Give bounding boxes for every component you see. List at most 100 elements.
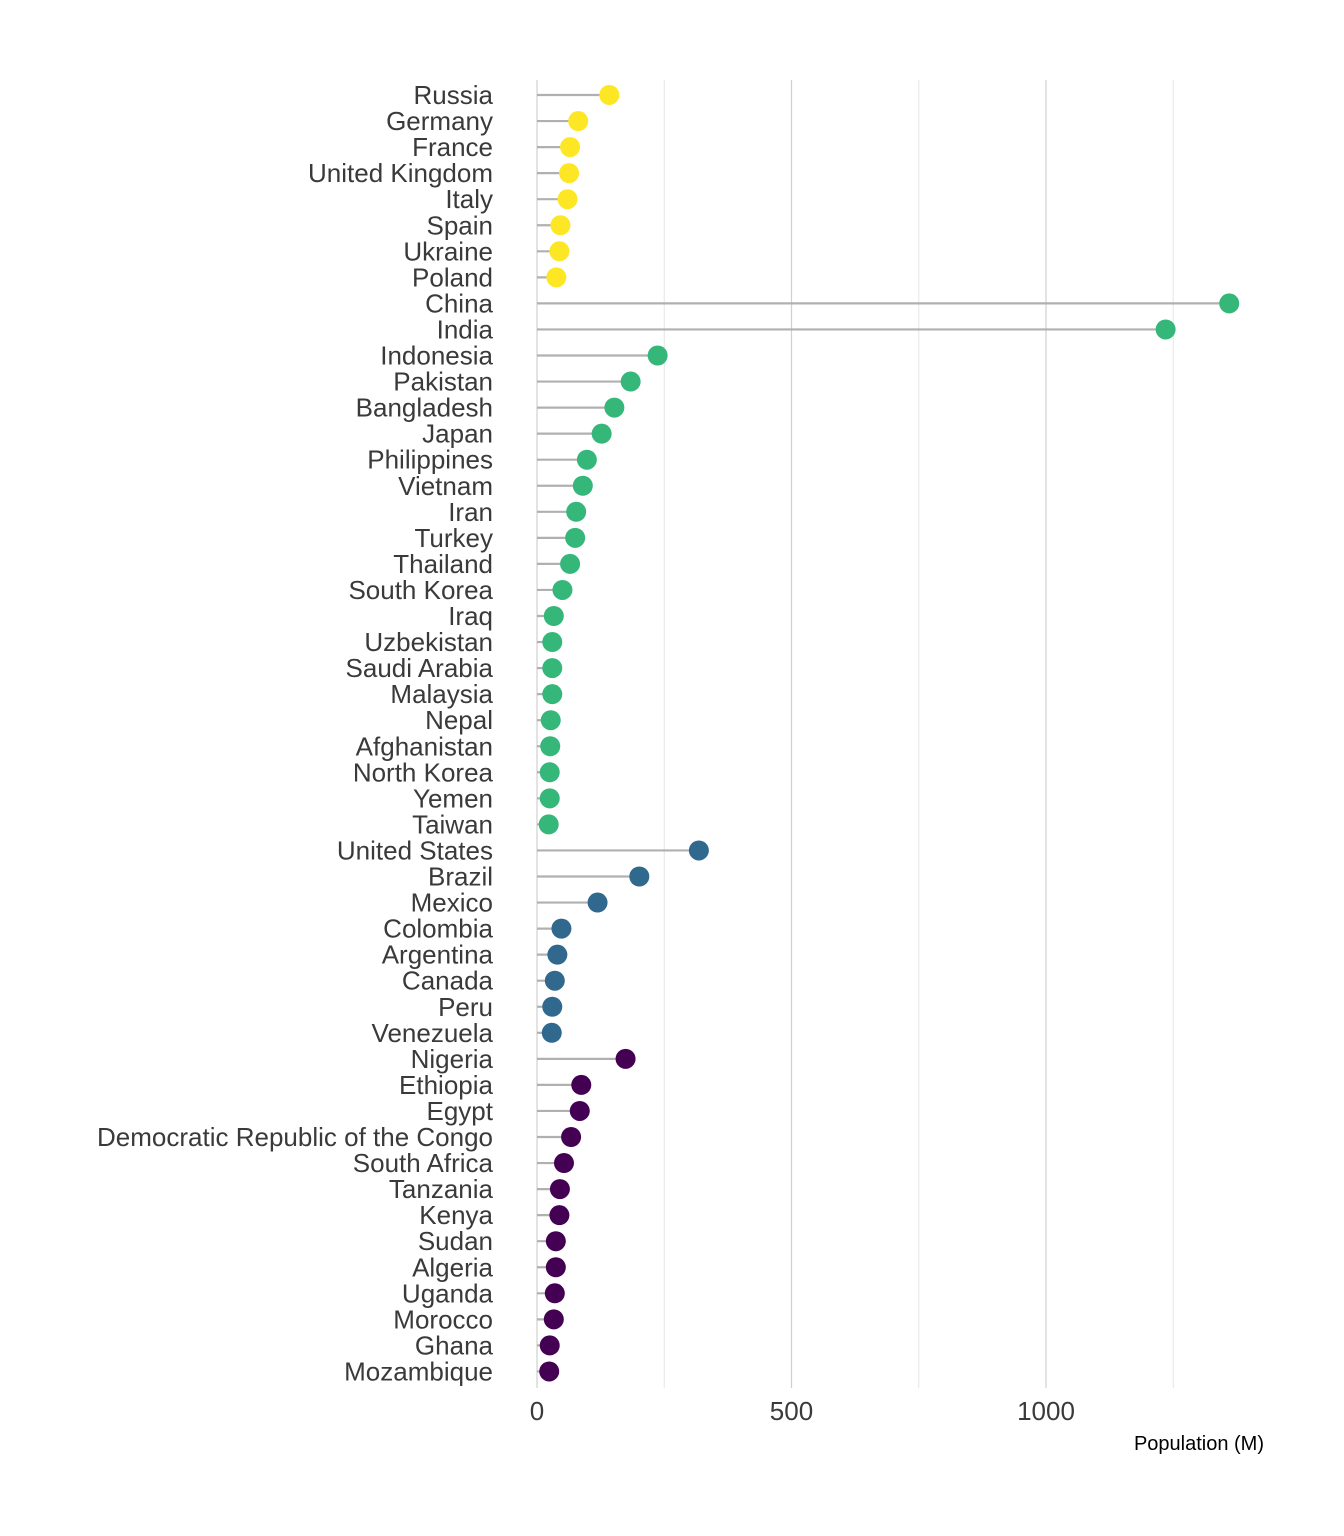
- data-point: [542, 632, 563, 653]
- category-label: United Kingdom: [308, 158, 493, 188]
- category-label: Peru: [438, 992, 493, 1022]
- data-point: [549, 241, 570, 262]
- data-point: [576, 449, 597, 470]
- category-label: Bangladesh: [356, 393, 493, 423]
- category-label: Mexico: [411, 888, 493, 918]
- data-point: [551, 918, 572, 939]
- data-point: [591, 423, 612, 444]
- stems: [537, 93, 1230, 1373]
- data-point: [553, 1153, 574, 1174]
- category-label: Egypt: [427, 1096, 494, 1126]
- category-label: Algeria: [412, 1252, 493, 1282]
- category-label: South Korea: [348, 575, 493, 605]
- category-label: Indonesia: [380, 341, 493, 371]
- data-point: [569, 1100, 590, 1121]
- data-point: [539, 1335, 560, 1356]
- category-label: Mozambique: [344, 1356, 493, 1386]
- data-point: [544, 1283, 565, 1304]
- category-label: Iran: [448, 497, 493, 527]
- category-label: Uganda: [402, 1278, 494, 1308]
- data-point: [545, 1231, 566, 1252]
- data-point: [541, 1022, 562, 1043]
- category-label: Malaysia: [390, 679, 493, 709]
- data-point: [566, 501, 587, 522]
- data-point: [546, 267, 567, 288]
- data-point: [542, 684, 563, 705]
- x-tick-label: 500: [770, 1396, 813, 1426]
- data-point: [587, 892, 608, 913]
- x-axis-title: Population (M): [1134, 1433, 1264, 1455]
- category-label: Nepal: [425, 705, 493, 735]
- data-point: [599, 85, 620, 105]
- category-label: United States: [337, 835, 493, 865]
- category-label: Saudi Arabia: [346, 653, 494, 683]
- category-label: Brazil: [428, 862, 493, 892]
- category-label: Pakistan: [393, 367, 493, 397]
- category-label: Spain: [427, 210, 494, 240]
- data-point: [549, 1205, 570, 1226]
- data-point: [647, 345, 668, 366]
- category-label: Ethiopia: [399, 1070, 493, 1100]
- category-label: South Africa: [353, 1148, 494, 1178]
- category-label: Japan: [422, 419, 493, 449]
- data-point: [560, 137, 581, 158]
- data-point: [543, 606, 564, 626]
- category-label: Germany: [386, 106, 493, 136]
- x-tick-labels: 0 500 1000: [530, 1396, 1075, 1426]
- data-point: [615, 1048, 636, 1069]
- category-label: Argentina: [382, 940, 494, 970]
- data-point: [539, 1361, 560, 1382]
- data-point: [542, 658, 563, 679]
- category-label: Morocco: [393, 1304, 493, 1334]
- x-tick-label: 1000: [1017, 1396, 1075, 1426]
- category-label: Philippines: [367, 445, 493, 475]
- category-label: Afghanistan: [356, 731, 493, 761]
- data-point: [550, 215, 571, 236]
- data-point: [543, 1309, 564, 1330]
- data-point: [559, 163, 580, 184]
- data-point: [620, 371, 641, 392]
- data-point: [539, 788, 560, 809]
- data-point: [540, 710, 561, 731]
- category-label: Turkey: [415, 523, 494, 553]
- category-label: France: [412, 132, 493, 162]
- category-label: Sudan: [418, 1226, 493, 1256]
- data-point: [540, 736, 561, 757]
- category-label: China: [425, 288, 493, 318]
- data-point: [604, 397, 625, 418]
- category-label: Uzbekistan: [364, 627, 493, 657]
- data-point: [547, 944, 568, 965]
- data-points: [538, 85, 1240, 1382]
- category-label: Poland: [412, 262, 493, 292]
- category-label: Italy: [445, 184, 493, 214]
- category-label: Yemen: [413, 783, 493, 813]
- data-point: [688, 840, 709, 861]
- data-point: [572, 475, 593, 496]
- data-point: [568, 111, 589, 132]
- data-point: [1155, 319, 1176, 340]
- data-point: [539, 762, 560, 783]
- category-label: Thailand: [393, 549, 493, 579]
- category-label: Iraq: [448, 601, 493, 631]
- category-label: Vietnam: [398, 471, 493, 501]
- category-label: Canada: [402, 966, 494, 996]
- category-label: Colombia: [383, 914, 493, 944]
- category-label: Taiwan: [412, 809, 493, 839]
- x-tick-label: 0: [530, 1396, 544, 1426]
- data-point: [544, 970, 565, 991]
- data-point: [561, 1127, 582, 1147]
- data-point: [552, 579, 573, 600]
- data-point: [557, 189, 578, 210]
- category-label: Ghana: [415, 1330, 494, 1360]
- grid-lines: [536, 80, 1174, 1388]
- category-label: Democratic Republic of the Congo: [97, 1122, 493, 1152]
- data-point: [538, 814, 559, 835]
- data-point: [571, 1074, 592, 1095]
- category-label: Venezuela: [372, 1018, 494, 1048]
- category-label: North Korea: [353, 757, 494, 787]
- data-point: [1219, 293, 1240, 314]
- data-point: [545, 1257, 566, 1278]
- category-label: Russia: [414, 80, 494, 110]
